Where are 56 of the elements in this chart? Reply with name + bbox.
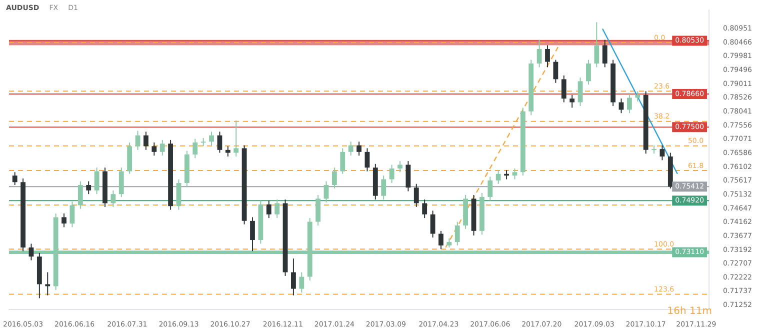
- candlestick: [324, 180, 329, 203]
- candlestick: [488, 176, 493, 202]
- candlestick: [586, 59, 591, 86]
- candlestick: [118, 167, 124, 198]
- candlestick: [553, 59, 558, 84]
- candlestick: [316, 194, 321, 226]
- candlestick: [545, 44, 550, 68]
- candlestick: [356, 141, 362, 156]
- candlestick: [561, 75, 566, 103]
- candlestick: [70, 201, 75, 228]
- candlestick: [225, 146, 230, 157]
- candlestick: [389, 164, 394, 184]
- candlestick: [110, 190, 116, 208]
- candlestick: [340, 148, 346, 174]
- candlestick: [144, 131, 148, 150]
- candlestick: [406, 160, 411, 192]
- candlestick: [28, 243, 34, 261]
- candlestick: [274, 199, 280, 219]
- candlestick: [86, 180, 92, 195]
- candlestick: [192, 138, 198, 159]
- candlestick: [660, 144, 665, 161]
- candlestick: [45, 272, 50, 296]
- candlestick: [291, 258, 296, 296]
- candlestick: [332, 167, 337, 189]
- candlestick: [62, 213, 66, 228]
- candlestick: [414, 183, 419, 208]
- candlestick: [398, 160, 402, 173]
- candlestick: [570, 94, 575, 108]
- candlestick: [152, 142, 157, 156]
- candlestick: [602, 39, 608, 68]
- candlestick: [364, 148, 370, 172]
- candlestick: [78, 180, 83, 210]
- candlestick: [176, 178, 182, 210]
- candlestick: [496, 170, 501, 184]
- candlestick: [381, 175, 386, 200]
- candlestick: [422, 199, 428, 219]
- candlestick: [348, 141, 354, 156]
- candlestick: [250, 216, 255, 252]
- candlestick: [266, 200, 272, 219]
- candlestick: [446, 238, 452, 248]
- candlestick: [594, 22, 600, 68]
- candlestick: [536, 39, 542, 68]
- candlestick: [94, 167, 100, 195]
- annotation: 16h 11m: [667, 306, 712, 317]
- candlestick: [12, 172, 18, 186]
- candlestick: [454, 221, 460, 246]
- candlestick: [234, 120, 239, 157]
- candlestick: [209, 131, 214, 146]
- candlestick: [217, 131, 222, 154]
- candlestick: [299, 272, 304, 293]
- candlestick: [512, 168, 518, 180]
- candlestick: [626, 94, 632, 114]
- candlestick: [578, 76, 583, 107]
- candlestick: [438, 230, 444, 250]
- candlestick: [430, 210, 436, 238]
- candlestick: [160, 139, 165, 156]
